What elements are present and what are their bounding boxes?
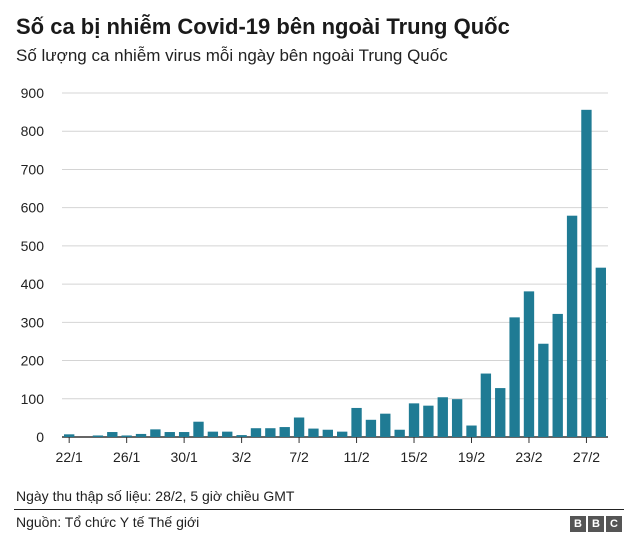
logo-letter: B [570,516,586,532]
bar-layer [64,109,606,437]
bar-16/2 [423,405,434,437]
bar-27/2 [581,109,592,437]
chart-subtitle: Số lượng ca nhiễm virus mỗi ngày bên ngo… [16,46,448,65]
y-tick-label: 600 [21,200,45,216]
x-tick-label: 22/1 [56,449,83,465]
y-tick-label: 100 [21,391,45,407]
bar-27/1 [135,433,147,437]
bar-21/2 [495,388,506,437]
bar-10/2 [337,431,348,437]
bar-7/2 [293,417,305,437]
y-tick-label: 700 [21,161,45,177]
bar-18/2 [451,399,463,437]
bar-23/2 [523,291,535,437]
bar-13/2 [380,413,391,437]
logo-letter: C [606,516,622,532]
bar-22/1 [64,434,75,437]
bar-26/2 [566,215,578,437]
bar-14/2 [394,429,405,437]
bar-19/2 [466,425,477,437]
bar-15/2 [408,403,420,437]
bar-28/1 [150,429,161,437]
label-layer: 0 100 200 300 400 500 600 700 800 900 22/1 26/1 30/1… [21,85,601,465]
bar-3/2 [236,435,247,437]
x-tick-label: 15/2 [400,449,427,465]
bar-29/1 [164,432,175,437]
bar-12/2 [365,419,377,437]
x-tick-label: 30/1 [171,449,198,465]
bar-5/2 [265,428,276,437]
footer-divider [14,509,624,510]
source-note: Nguồn: Tổ chức Y tế Thế giới [16,514,200,530]
y-tick-label: 200 [21,353,45,369]
y-tick-label: 800 [21,123,45,139]
y-tick-label: 500 [21,238,45,254]
bar-2/2 [222,431,233,437]
bar-25/1 [107,432,118,437]
bar-8/2 [308,428,319,437]
data-collection-note: Ngày thu thập số liệu: 28/2, 5 giờ chiều… [16,488,295,504]
y-tick-label: 900 [21,85,45,101]
y-tick-label: 300 [21,314,45,330]
bbc-logo: B B C [570,516,622,532]
x-tick-label: 27/2 [573,449,600,465]
bar-9/2 [322,429,333,437]
logo-letter: B [588,516,604,532]
bar-25/2 [552,313,563,437]
bar-30/1 [178,432,190,437]
bar-20/2 [480,373,492,437]
bar-22/2 [509,317,520,437]
bar-chart: 0 100 200 300 400 500 600 700 800 900 22/1 26/1 30/1… [21,85,608,465]
bar-4/2 [250,428,262,437]
bar-24/2 [538,343,549,437]
x-tick-label: 3/2 [232,449,252,465]
bar-11/2 [351,407,362,437]
bar-1/2 [207,431,219,437]
x-tick-label: 7/2 [289,449,309,465]
bar-17/2 [437,397,448,437]
bar-28/2 [595,267,606,437]
y-tick-label: 400 [21,276,45,292]
bar-24/1 [92,435,104,437]
x-tick-label: 11/2 [343,449,369,465]
x-tick-label: 23/2 [515,449,542,465]
y-tick-label: 0 [36,429,44,445]
x-tick-label: 26/1 [113,449,140,465]
x-tick-label: 19/2 [458,449,485,465]
bar-31/1 [193,421,204,437]
bar-6/2 [279,427,290,437]
chart-title: Số ca bị nhiễm Covid-19 bên ngoài Trung … [16,14,510,39]
bar-26/1 [121,435,132,437]
